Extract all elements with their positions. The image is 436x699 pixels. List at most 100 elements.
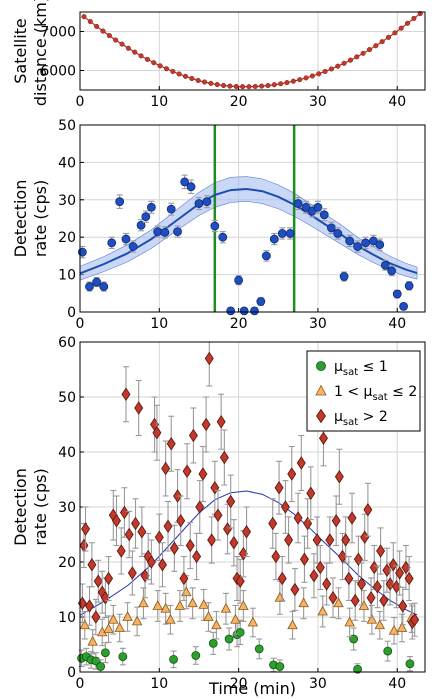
point-mu-1-2 <box>287 619 298 630</box>
point-mu-gt-2 <box>173 489 183 503</box>
point-mu-gt-2 <box>121 387 131 401</box>
point-mu-le-1 <box>353 664 362 674</box>
distance-point <box>151 60 157 66</box>
point-mu-le-1 <box>405 659 415 669</box>
point-mu-gt-2 <box>124 527 134 542</box>
point-mu-1-2 <box>165 613 176 624</box>
detection-point <box>256 297 266 306</box>
detection-point <box>361 238 370 248</box>
distance-point <box>411 15 417 21</box>
point-mu-gt-2 <box>366 591 376 605</box>
y-tick-label: 10 <box>58 610 76 626</box>
detection-point <box>186 182 196 192</box>
point-mu-gt-2 <box>79 538 89 553</box>
x-tick-label: 10 <box>150 676 168 692</box>
distance-point <box>138 53 144 59</box>
x-tick-label: 30 <box>309 94 327 110</box>
point-mu-gt-2 <box>163 519 173 533</box>
point-mu-gt-2 <box>353 552 363 566</box>
y-axis-label-line: Satellite <box>11 18 30 84</box>
y-axis-label: Satellitedistance (km) <box>11 0 50 106</box>
point-mu-1-2 <box>211 619 222 630</box>
legend-label-sub: sat <box>372 392 387 403</box>
detection-point <box>85 282 94 291</box>
point-mu-gt-2 <box>85 599 94 613</box>
point-mu-gt-2 <box>372 580 382 594</box>
detection-point <box>375 240 385 250</box>
legend-label-rest: ≤ 2 <box>388 384 418 400</box>
point-mu-gt-2 <box>306 486 316 500</box>
distance-point <box>163 66 169 72</box>
distance-point <box>360 50 366 56</box>
point-mu-gt-2 <box>341 533 351 547</box>
distance-point <box>309 73 315 79</box>
point-mu-gt-2 <box>229 536 239 550</box>
detection-point <box>234 275 244 285</box>
detection-point <box>226 306 236 316</box>
legend-label-main: 1 < μ <box>334 384 373 400</box>
distance-point <box>221 82 227 89</box>
point-mu-gt-2 <box>271 549 281 564</box>
legend-box <box>306 350 421 432</box>
y-axis-label-line: rate (cps) <box>31 180 50 257</box>
distance-point <box>379 39 385 45</box>
detection-point <box>404 281 414 291</box>
point-mu-gt-2 <box>379 593 389 608</box>
detection-point <box>99 282 109 291</box>
point-mu-gt-2 <box>134 401 144 415</box>
point-mu-gt-2 <box>350 593 360 608</box>
point-mu-gt-2 <box>376 544 386 558</box>
point-mu-le-1 <box>169 654 178 664</box>
distance-point <box>398 25 404 31</box>
fit-curve <box>79 187 418 275</box>
y-tick-label: 40 <box>58 155 76 171</box>
legend-label-sub: sat <box>343 367 358 378</box>
confidence-band <box>79 176 418 281</box>
point-mu-gt-2 <box>91 610 101 624</box>
point-mu-gt-2 <box>219 450 229 465</box>
point-mu-1-2 <box>220 602 232 613</box>
y-tick-label: 40 <box>58 445 76 461</box>
detection-point <box>313 202 323 212</box>
point-mu-gt-2 <box>293 511 303 525</box>
detection-point <box>345 236 355 246</box>
point-mu-1-2 <box>138 597 149 608</box>
point-mu-gt-2 <box>204 351 214 366</box>
legend-label: μsat > 2 <box>334 409 388 428</box>
point-mu-le-1 <box>191 651 201 660</box>
distance-point <box>303 75 309 81</box>
detection-point <box>202 197 212 207</box>
point-mu-gt-2 <box>299 552 309 566</box>
point-mu-1-2 <box>203 611 214 621</box>
detection-point <box>146 202 156 212</box>
y-tick-label: 0 <box>67 665 76 681</box>
point-mu-le-1 <box>91 656 101 666</box>
distance-point <box>100 28 106 34</box>
legend-label-rest: > 2 <box>358 409 388 425</box>
point-mu-gt-2 <box>322 577 332 591</box>
point-mu-1-2 <box>374 619 386 630</box>
point-mu-gt-2 <box>131 516 140 531</box>
detection-point <box>210 221 220 231</box>
point-mu-gt-2 <box>347 511 357 525</box>
detection-point <box>136 220 146 230</box>
distance-point <box>189 75 195 82</box>
y-axis-label-line: distance (km) <box>31 0 50 106</box>
point-mu-gt-2 <box>280 500 290 514</box>
point-mu-le-1 <box>254 644 264 654</box>
detection-point <box>173 227 182 236</box>
distance-point <box>214 81 220 88</box>
y-axis-label-line: rate (cps) <box>31 468 50 545</box>
distance-point <box>392 30 398 36</box>
x-tick-label: 0 <box>76 94 85 110</box>
point-mu-gt-2 <box>116 544 126 558</box>
plot-frame <box>79 124 426 313</box>
detection-point <box>166 204 176 214</box>
point-mu-le-1 <box>208 639 218 648</box>
distance-point <box>81 14 87 20</box>
detection-point <box>250 306 259 316</box>
distance-point <box>290 78 296 84</box>
legend-label-main: μ <box>334 409 343 425</box>
y-tick-label: 50 <box>58 118 76 134</box>
point-mu-gt-2 <box>195 500 205 514</box>
